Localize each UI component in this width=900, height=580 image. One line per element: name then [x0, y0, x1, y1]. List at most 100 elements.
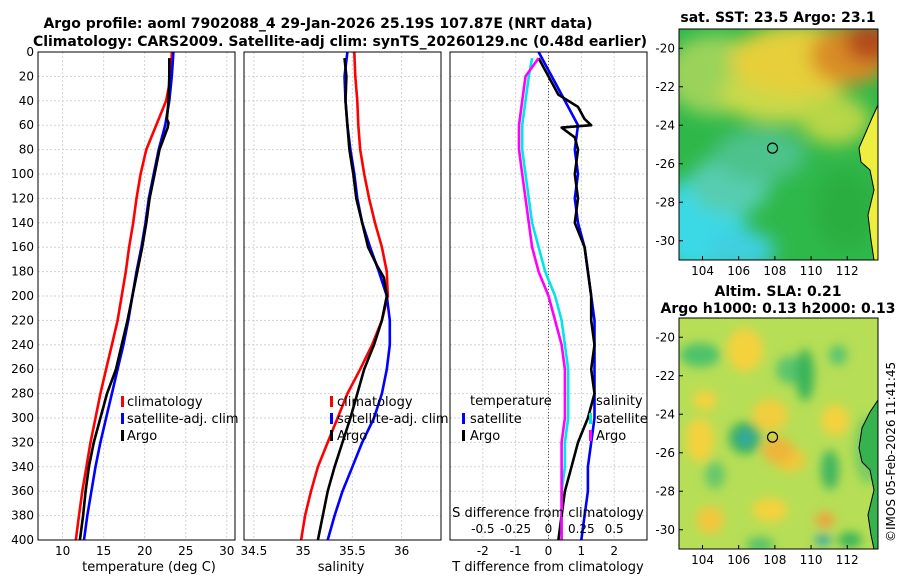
difference-axes-frame — [449, 51, 648, 541]
x-tick-label: 112 — [836, 264, 859, 278]
x-tick-label: 25 — [178, 544, 193, 558]
y-tick-label: 140 — [11, 216, 34, 230]
x-tick-label: 30 — [219, 544, 234, 558]
sla-map-tick-labels: 104 106 108 110 112 -20 -22 -24 -26 -28 -30 — [655, 330, 858, 567]
y-tick-label: 0 — [26, 45, 34, 59]
salinity-gridlines — [244, 51, 441, 541]
y-tick-label: 120 — [11, 191, 34, 205]
y-tick-label: 320 — [11, 435, 34, 449]
y-tick-label: 40 — [19, 94, 34, 108]
temperature-tick-labels: 10 15 20 25 30020406080100120140160180200220… — [11, 45, 234, 558]
y-tick-label: 280 — [11, 387, 34, 401]
difference-tick-labels: -2 -1 0 1 2 -0.5 -0.25 0 0.25 0.5 — [471, 522, 624, 558]
y-tick-label: 200 — [11, 289, 34, 303]
difference-panel: -2 -1 0 1 2 -0.5 -0.25 0 0.25 0.5 temperature sat… — [449, 51, 648, 575]
y-tick-label: 100 — [11, 167, 34, 181]
series-line-argo — [78, 58, 171, 540]
difference-legend: temperature satellite Argo salinity sate… — [462, 394, 648, 444]
sst-map-title: sat. SST: 23.5 Argo: 23.1 — [680, 10, 875, 26]
y-tick-label: -28 — [655, 195, 675, 209]
legend-swatch-argo — [121, 430, 124, 441]
x-tick-label: 15 — [96, 544, 111, 558]
legend-swatch-climatology — [330, 396, 333, 407]
x-tick-label: 0 — [545, 544, 553, 558]
legend-label-argo: Argo — [127, 429, 157, 444]
x-tick-label: 1 — [578, 544, 586, 558]
s-tick-label: 0 — [545, 522, 553, 536]
y-tick-label: 380 — [11, 509, 34, 523]
legend-label-climatology: climatology — [127, 395, 203, 410]
figure-title-line2: Climatology: CARS2009. Satellite-adj cli… — [33, 34, 647, 50]
float-location-marker — [766, 431, 779, 443]
legend-label-argo: Argo — [337, 429, 367, 444]
legend-title-temperature: temperature — [470, 394, 552, 409]
x-tick-label: 35.5 — [339, 544, 366, 558]
legend-swatch-s-satellite — [589, 413, 592, 424]
y-tick-label: 360 — [11, 484, 34, 498]
y-tick-label: -24 — [655, 407, 675, 421]
s-tick-label: 0.5 — [605, 522, 624, 536]
series-line-s-satellite — [520, 57, 570, 540]
y-tick-label: 220 — [11, 313, 34, 327]
legend-label-satellite: satellite-adj. clim — [127, 412, 239, 427]
series-line-s-argo — [517, 57, 567, 540]
x-tick-label: 112 — [836, 553, 859, 567]
y-tick-label: 180 — [11, 265, 34, 279]
sla-map-title-line1: Altim. SLA: 0.21 — [714, 284, 841, 300]
s-tick-label: -0.5 — [471, 522, 494, 536]
sst-map-frame — [678, 28, 879, 261]
legend-label-s-satellite: satellite — [596, 412, 648, 427]
legend-swatch-t-satellite — [462, 413, 465, 424]
difference-series — [517, 52, 596, 540]
series-line-argo — [316, 57, 389, 540]
y-tick-label: 340 — [11, 460, 34, 474]
imos-timestamp: ©IMOS 05-Feb-2026 11:41:45 — [884, 362, 898, 542]
y-tick-label: -30 — [655, 234, 675, 248]
x-tick-label: -1 — [510, 544, 522, 558]
y-tick-label: -30 — [655, 523, 675, 537]
salinity-legend: climatology satellite-adj. clim Argo — [330, 395, 449, 444]
legend-swatch-satellite — [121, 413, 124, 424]
difference-t-xlabel: T difference from climatology — [451, 560, 644, 575]
x-tick-label: 106 — [727, 553, 750, 567]
temperature-series — [74, 52, 175, 540]
y-tick-label: -24 — [655, 118, 675, 132]
y-tick-label: -20 — [655, 41, 675, 55]
temperature-gridlines — [38, 51, 235, 541]
temperature-panel: 10 15 20 25 30020406080100120140160180200220… — [11, 45, 239, 575]
salinity-series — [299, 52, 392, 540]
y-tick-label: 300 — [11, 411, 34, 425]
y-tick-label: 20 — [19, 69, 34, 83]
difference-s-xlabel: S difference from climatology — [452, 506, 644, 521]
legend-swatch-climatology — [121, 396, 124, 407]
x-tick-label: 106 — [727, 264, 750, 278]
y-tick-label: -26 — [655, 446, 675, 460]
legend-label-satellite: satellite-adj. clim — [337, 412, 449, 427]
legend-swatch-argo — [330, 430, 333, 441]
sla-map-field — [679, 318, 878, 549]
x-tick-label: -2 — [477, 544, 489, 558]
x-tick-label: 110 — [800, 553, 823, 567]
legend-label-t-argo: Argo — [470, 429, 500, 444]
y-tick-label: 60 — [19, 118, 34, 132]
legend-swatch-s-argo — [589, 430, 592, 441]
x-tick-label: 2 — [610, 544, 618, 558]
figure-title-line1: Argo profile: aoml 7902088_4 29-Jan-2026… — [43, 16, 592, 32]
y-tick-label: -20 — [655, 330, 675, 344]
salinity-tick-labels: 34.5 35 35.5 36 — [240, 544, 409, 558]
x-tick-label: 110 — [800, 264, 823, 278]
x-tick-label: 10 — [55, 544, 70, 558]
sla-map: Altim. SLA: 0.21 Argo h1000: 0.13 h2000:… — [655, 284, 895, 567]
sla-map-frame — [678, 317, 879, 550]
y-tick-label: 240 — [11, 338, 34, 352]
x-tick-label: 108 — [763, 553, 786, 567]
temperature-xlabel: temperature (deg C) — [82, 560, 216, 575]
temperature-legend: climatology satellite-adj. clim Argo — [121, 395, 239, 444]
legend-label-climatology: climatology — [337, 395, 413, 410]
x-tick-label: 35 — [295, 544, 310, 558]
sst-map-field — [679, 29, 878, 260]
s-tick-label: -0.25 — [500, 522, 531, 536]
x-tick-label: 104 — [691, 553, 714, 567]
series-line-t-argo — [537, 57, 596, 540]
